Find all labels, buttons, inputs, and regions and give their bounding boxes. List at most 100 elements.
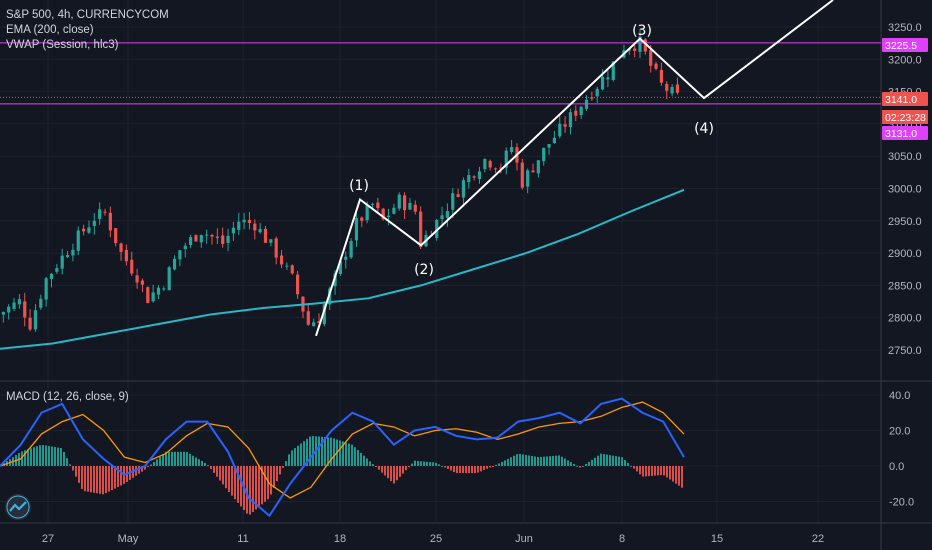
macd-histogram-bar: [471, 466, 473, 474]
macd-histogram-bar: [579, 466, 581, 468]
macd-histogram-bar: [615, 456, 617, 466]
macd-histogram-bar: [639, 466, 641, 475]
price-tick-label: 3050.0: [888, 151, 922, 163]
candle-body: [649, 50, 653, 66]
candle-body: [76, 230, 80, 251]
macd-histogram-bar: [39, 445, 41, 466]
macd-histogram-bar: [429, 461, 431, 466]
candle-body: [124, 249, 128, 262]
candle-body: [194, 235, 198, 242]
candle-body: [263, 228, 268, 243]
macd-histogram-bar: [270, 466, 272, 495]
macd-histogram-bar: [585, 463, 587, 466]
price-tick-label: 2750.0: [888, 345, 922, 357]
candle-body: [654, 63, 658, 69]
candle-body: [317, 321, 321, 323]
candle-body: [574, 110, 578, 116]
candle-body: [33, 310, 38, 330]
macd-histogram-bar: [603, 454, 605, 466]
macd-histogram-bar: [114, 466, 116, 489]
candle-body: [221, 235, 225, 245]
macd-histogram-bar: [489, 466, 491, 468]
macd-histogram-bar: [486, 466, 488, 469]
macd-histogram-bar: [174, 451, 176, 466]
price-tag-text: 3141.0: [885, 94, 917, 106]
macd-histogram-bar: [447, 466, 449, 469]
macd-histogram-bar: [399, 466, 401, 477]
macd-histogram-bar: [264, 466, 266, 502]
macd-histogram-bar: [567, 460, 569, 466]
macd-histogram-bar: [573, 463, 575, 466]
macd-histogram-bar: [546, 456, 548, 466]
macd-histogram-bar: [210, 466, 212, 470]
candle-body: [499, 167, 503, 169]
macd-histogram-bar: [87, 466, 89, 492]
macd-legend[interactable]: MACD (12, 26, close, 9): [6, 391, 129, 403]
macd-histogram-bar: [402, 466, 404, 474]
macd-histogram-bar: [510, 457, 512, 466]
candle-body: [520, 162, 524, 188]
price-tick-label: 3200.0: [888, 54, 922, 66]
macd-histogram-bar: [213, 466, 215, 473]
macd-histogram-bar: [408, 466, 410, 467]
candle-body: [595, 88, 599, 97]
macd-histogram-bar: [120, 466, 122, 486]
candle-body: [71, 249, 75, 256]
macd-histogram-bar: [306, 438, 308, 466]
candle-body: [488, 160, 492, 168]
macd-histogram-bar: [522, 454, 524, 466]
candle-body: [344, 256, 348, 260]
candle-body: [312, 322, 316, 327]
wave-label-2: (2): [414, 262, 434, 278]
candle-body: [215, 236, 219, 238]
macd-histogram-bar: [249, 466, 251, 515]
price-tick-label: 2800.0: [888, 313, 922, 325]
macd-histogram-bar: [525, 454, 527, 466]
macd-histogram-bar: [117, 466, 119, 488]
candle-body: [370, 203, 375, 205]
macd-histogram-bar: [405, 466, 407, 471]
macd-histogram-bar: [417, 460, 419, 466]
macd-histogram-bar: [627, 462, 629, 466]
vwap-legend[interactable]: VWAP (Session, hlc3): [6, 39, 119, 51]
macd-histogram-bar: [423, 461, 425, 466]
macd-tick-label: 0.0: [889, 461, 904, 473]
candle-body: [296, 274, 300, 295]
symbol-legend[interactable]: S&P 500, 4h, CURRENCYCOM: [6, 9, 169, 21]
macd-histogram-bar: [411, 463, 413, 466]
macd-histogram-bar: [333, 438, 335, 466]
macd-histogram-bar: [528, 455, 530, 466]
ema-legend[interactable]: EMA (200, close): [6, 24, 94, 36]
tradingview-logo[interactable]: [5, 494, 31, 520]
macd-histogram-bar: [648, 466, 650, 477]
candle-body: [675, 84, 680, 93]
macd-tick-label: -20.0: [889, 497, 914, 509]
macd-histogram-bar: [63, 451, 65, 466]
macd-histogram-bar: [45, 445, 47, 466]
candle-body: [146, 287, 150, 304]
time-tick-label: 8: [619, 533, 625, 545]
candle-body: [467, 175, 471, 183]
price-tag-text: 3225.5: [885, 40, 917, 52]
macd-histogram-bar: [54, 447, 56, 466]
candle-body: [156, 287, 161, 295]
price-tag-bg: [882, 92, 928, 106]
macd-histogram-bar: [327, 437, 329, 466]
price-tick-label: 3250.0: [888, 22, 922, 34]
macd-histogram-bar: [420, 461, 422, 466]
price-tick-label: 3100.0: [888, 119, 922, 131]
candle-body: [108, 212, 112, 231]
candle-body: [87, 227, 91, 233]
macd-histogram-bar: [600, 453, 602, 466]
macd-histogram-bar: [372, 464, 374, 466]
macd-histogram-bar: [513, 455, 515, 466]
macd-histogram-bar: [162, 454, 164, 466]
macd-histogram-bar: [225, 466, 227, 489]
candle-body: [231, 227, 235, 234]
candle-body: [606, 77, 610, 80]
candle-body: [49, 273, 54, 280]
macd-histogram-bar: [396, 466, 398, 481]
macd-histogram-bar: [477, 466, 479, 473]
macd-histogram-bar: [645, 466, 647, 477]
